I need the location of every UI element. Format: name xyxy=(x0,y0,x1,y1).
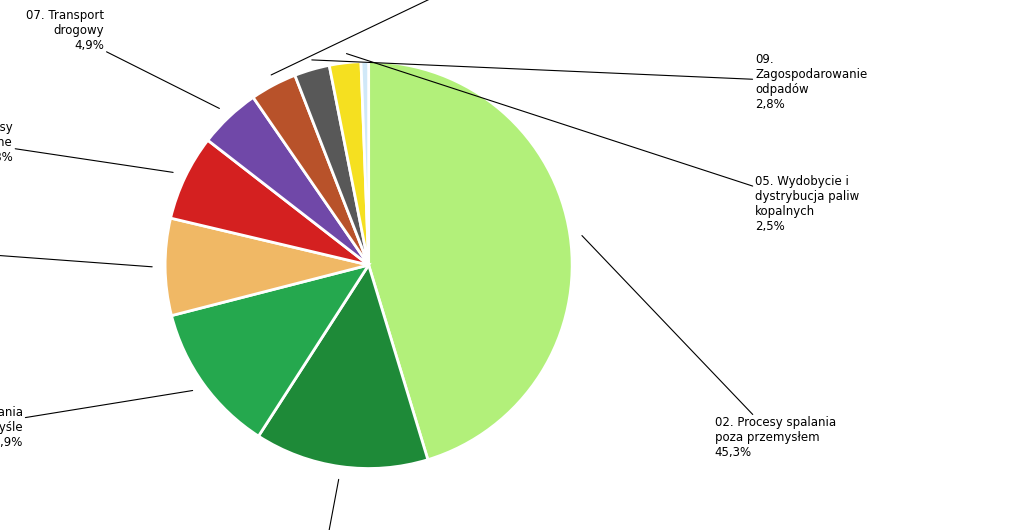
Wedge shape xyxy=(171,265,369,436)
Wedge shape xyxy=(165,218,369,315)
Text: 04. Procesy
produkcyjne
6,8%: 04. Procesy produkcyjne 6,8% xyxy=(0,121,173,172)
Text: 10. Rolnictwo
13,8%: 10. Rolnictwo 13,8% xyxy=(279,479,357,530)
Wedge shape xyxy=(253,75,369,265)
Text: 01. Procesy spalania
w sektorze produkcji i
transformacji energii
7,7%: 01. Procesy spalania w sektorze produkcj… xyxy=(0,220,153,278)
Text: 02. Procesy spalania
poza przemysłem
45,3%: 02. Procesy spalania poza przemysłem 45,… xyxy=(582,235,836,460)
Wedge shape xyxy=(258,265,428,469)
Text: 05. Wydobycie i
dystrybucja paliw
kopalnych
2,5%: 05. Wydobycie i dystrybucja paliw kopaln… xyxy=(346,54,859,233)
Wedge shape xyxy=(295,65,369,265)
Text: 09.
Zagospodarowanie
odpadów
2,8%: 09. Zagospodarowanie odpadów 2,8% xyxy=(311,53,867,111)
Text: 08. Inne pojazdy i
urządzenia
3,7%: 08. Inne pojazdy i urządzenia 3,7% xyxy=(271,0,543,75)
Text: 07. Transport
drogowy
4,9%: 07. Transport drogowy 4,9% xyxy=(26,10,219,109)
Wedge shape xyxy=(171,140,369,265)
Wedge shape xyxy=(361,61,369,265)
Wedge shape xyxy=(330,61,369,265)
Wedge shape xyxy=(208,98,369,265)
Text: 03. Procesy spalania
w przemyśle
11,9%: 03. Procesy spalania w przemyśle 11,9% xyxy=(0,391,193,449)
Wedge shape xyxy=(369,61,572,460)
